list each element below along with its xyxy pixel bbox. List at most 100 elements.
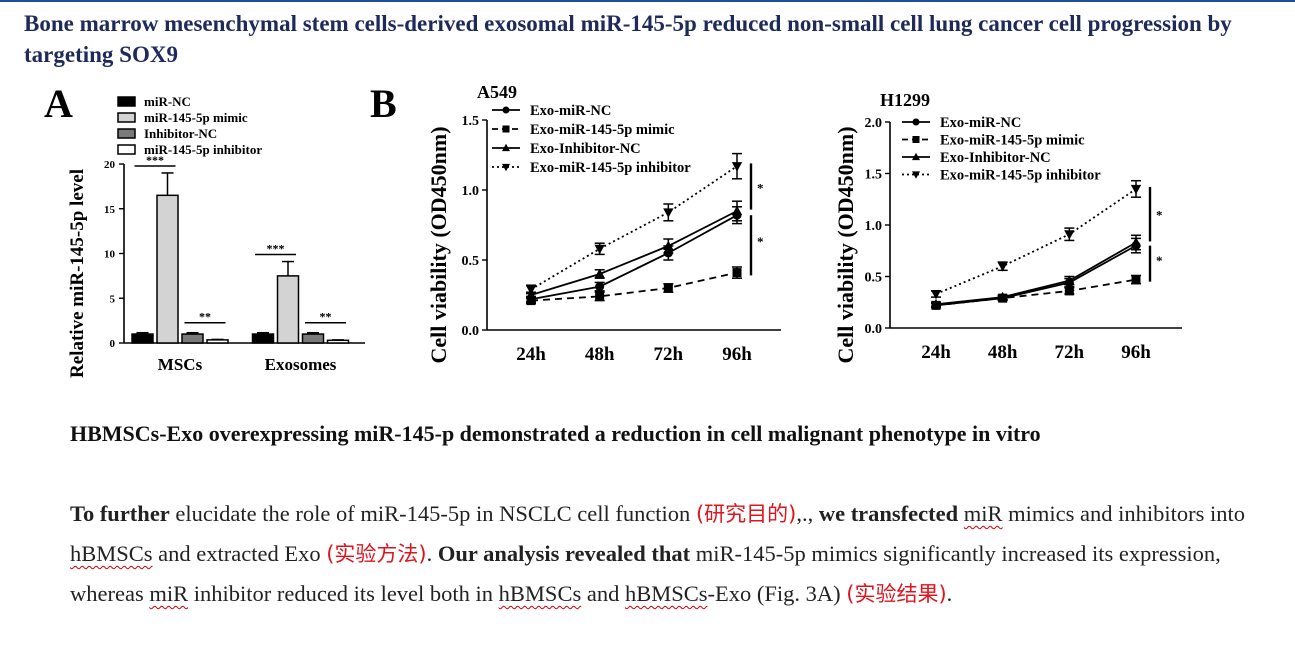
significance-label: *** bbox=[267, 242, 285, 256]
legend-label: Inhibitor-NC bbox=[144, 126, 217, 141]
data-point bbox=[1131, 275, 1141, 285]
y-tick-label: 1.0 bbox=[865, 219, 883, 234]
spell-flag-word: hBMSCs bbox=[70, 541, 153, 566]
series-line bbox=[935, 188, 1137, 295]
legend-label: Exo-miR-145-5p inhibitor bbox=[940, 168, 1101, 184]
series-line bbox=[530, 214, 738, 301]
data-point bbox=[501, 143, 511, 152]
bar bbox=[251, 333, 275, 344]
panel-b-letter: B bbox=[370, 81, 397, 126]
series-line bbox=[935, 244, 1137, 307]
x-tick-label: 96h bbox=[722, 344, 752, 365]
x-tick-label: 24h bbox=[921, 342, 951, 363]
bar bbox=[326, 339, 350, 344]
data-point bbox=[1130, 184, 1142, 195]
data-point bbox=[930, 298, 942, 309]
bar bbox=[156, 194, 179, 344]
bar bbox=[301, 333, 325, 344]
significance-label: ** bbox=[320, 310, 332, 324]
data-point bbox=[663, 283, 673, 293]
legend-label: miR-145-5p inhibitor bbox=[144, 142, 262, 157]
series-line bbox=[530, 271, 738, 302]
para-seg: . bbox=[426, 541, 438, 566]
section-heading: HBMSCs-Exo overexpressing miR-145-p demo… bbox=[70, 421, 1041, 446]
data-point bbox=[731, 162, 743, 172]
line-chart-h1299: H1299 0.0 0.5 1.0 1.5 2.0 24h 48h 72h 96h Cell via… bbox=[833, 90, 1182, 364]
legend-label: Exo-miR-145-5p mimic bbox=[530, 122, 675, 138]
series-line bbox=[935, 241, 1137, 306]
spell-flag-word: hBMSCs bbox=[498, 581, 582, 606]
y-axis-label: Cell viability (OD450nm) bbox=[426, 126, 451, 363]
bar bbox=[131, 333, 154, 344]
y-tick-label: 10 bbox=[104, 249, 116, 261]
x-tick-label: 72h bbox=[1055, 342, 1085, 363]
data-point bbox=[911, 152, 921, 161]
bar bbox=[181, 333, 204, 344]
data-point bbox=[1130, 237, 1142, 247]
para-seg: Our analysis revealed that bbox=[437, 541, 691, 566]
para-seg: we transfected bbox=[818, 501, 959, 526]
chart-title: H1299 bbox=[880, 90, 930, 110]
legend-swatch bbox=[117, 144, 136, 155]
y-tick-label: 0.5 bbox=[462, 254, 480, 269]
y-tick-label: 2.0 bbox=[865, 116, 883, 131]
data-point bbox=[501, 163, 511, 172]
x-tick-label: 48h bbox=[988, 342, 1018, 363]
data-point bbox=[526, 296, 536, 306]
y-tick-label: 15 bbox=[104, 204, 116, 216]
para-seg: . bbox=[946, 581, 953, 606]
y-tick-label: 1.5 bbox=[462, 114, 480, 129]
x-tick-label: MSCs bbox=[158, 355, 203, 374]
para-seg: and bbox=[581, 581, 625, 606]
data-point bbox=[594, 268, 605, 279]
data-point bbox=[912, 118, 920, 126]
data-point bbox=[663, 240, 674, 251]
spell-flag-word: miR bbox=[149, 581, 189, 606]
x-tick-label: 72h bbox=[654, 344, 684, 365]
y-tick-label: 0.0 bbox=[462, 324, 480, 339]
para-seg: -Exo (Fig. 3A) bbox=[707, 581, 847, 606]
data-point bbox=[525, 285, 537, 295]
y-tick-label: 0.0 bbox=[865, 322, 883, 337]
data-point bbox=[595, 291, 605, 301]
para-seg: inhibitor reduced its level both in bbox=[188, 581, 499, 606]
spell-flag-word: hBMSCs bbox=[624, 581, 708, 606]
series-line bbox=[530, 210, 738, 296]
legend-label: Exo-miR-NC bbox=[940, 115, 1021, 131]
series-line bbox=[530, 165, 738, 291]
x-tick-label: Exosomes bbox=[265, 355, 337, 374]
data-point bbox=[1064, 286, 1074, 296]
chart-title: A549 bbox=[477, 82, 517, 102]
x-tick-label: 48h bbox=[585, 344, 615, 365]
para-seg: elucidate the role of miR-145-5p in NSCL… bbox=[169, 501, 696, 526]
y-tick-label: 0.5 bbox=[865, 271, 883, 286]
x-tick-label: 24h bbox=[516, 344, 546, 365]
panel-a-letter: A bbox=[44, 81, 73, 126]
para-seg: and extracted Exo bbox=[152, 541, 327, 566]
significance-label: * bbox=[757, 234, 764, 249]
legend-label: miR-145-5p mimic bbox=[144, 110, 248, 125]
line-chart-a549: A549 0.0 0.5 1.0 1.5 24h 48h 72h 96h Cell viabili… bbox=[426, 82, 781, 365]
top-rule bbox=[0, 0, 1295, 2]
legend-label: Exo-Inhibitor-NC bbox=[530, 141, 641, 157]
legend-label: Exo-miR-145-5p mimic bbox=[940, 133, 1085, 149]
para-seg: ,., bbox=[796, 501, 819, 526]
legend-label: Exo-Inhibitor-NC bbox=[940, 150, 1051, 166]
series-line bbox=[935, 278, 1137, 307]
y-tick-label: 20 bbox=[104, 159, 116, 171]
y-tick-label: 0 bbox=[110, 338, 116, 350]
significance-label: * bbox=[1156, 208, 1163, 223]
para-annotation-result: (实验结果) bbox=[846, 582, 947, 606]
y-tick-label: 1.0 bbox=[462, 184, 480, 199]
data-point bbox=[594, 244, 605, 255]
y-axis-label: Cell viability (OD450nm) bbox=[833, 126, 858, 363]
data-point bbox=[930, 289, 942, 300]
x-tick-label: 96h bbox=[1121, 342, 1151, 363]
bar bbox=[206, 339, 229, 344]
legend-label: miR-NC bbox=[144, 94, 191, 109]
data-point bbox=[732, 268, 742, 278]
significance-label: * bbox=[757, 181, 764, 196]
data-point bbox=[502, 125, 510, 133]
data-point bbox=[997, 291, 1008, 302]
